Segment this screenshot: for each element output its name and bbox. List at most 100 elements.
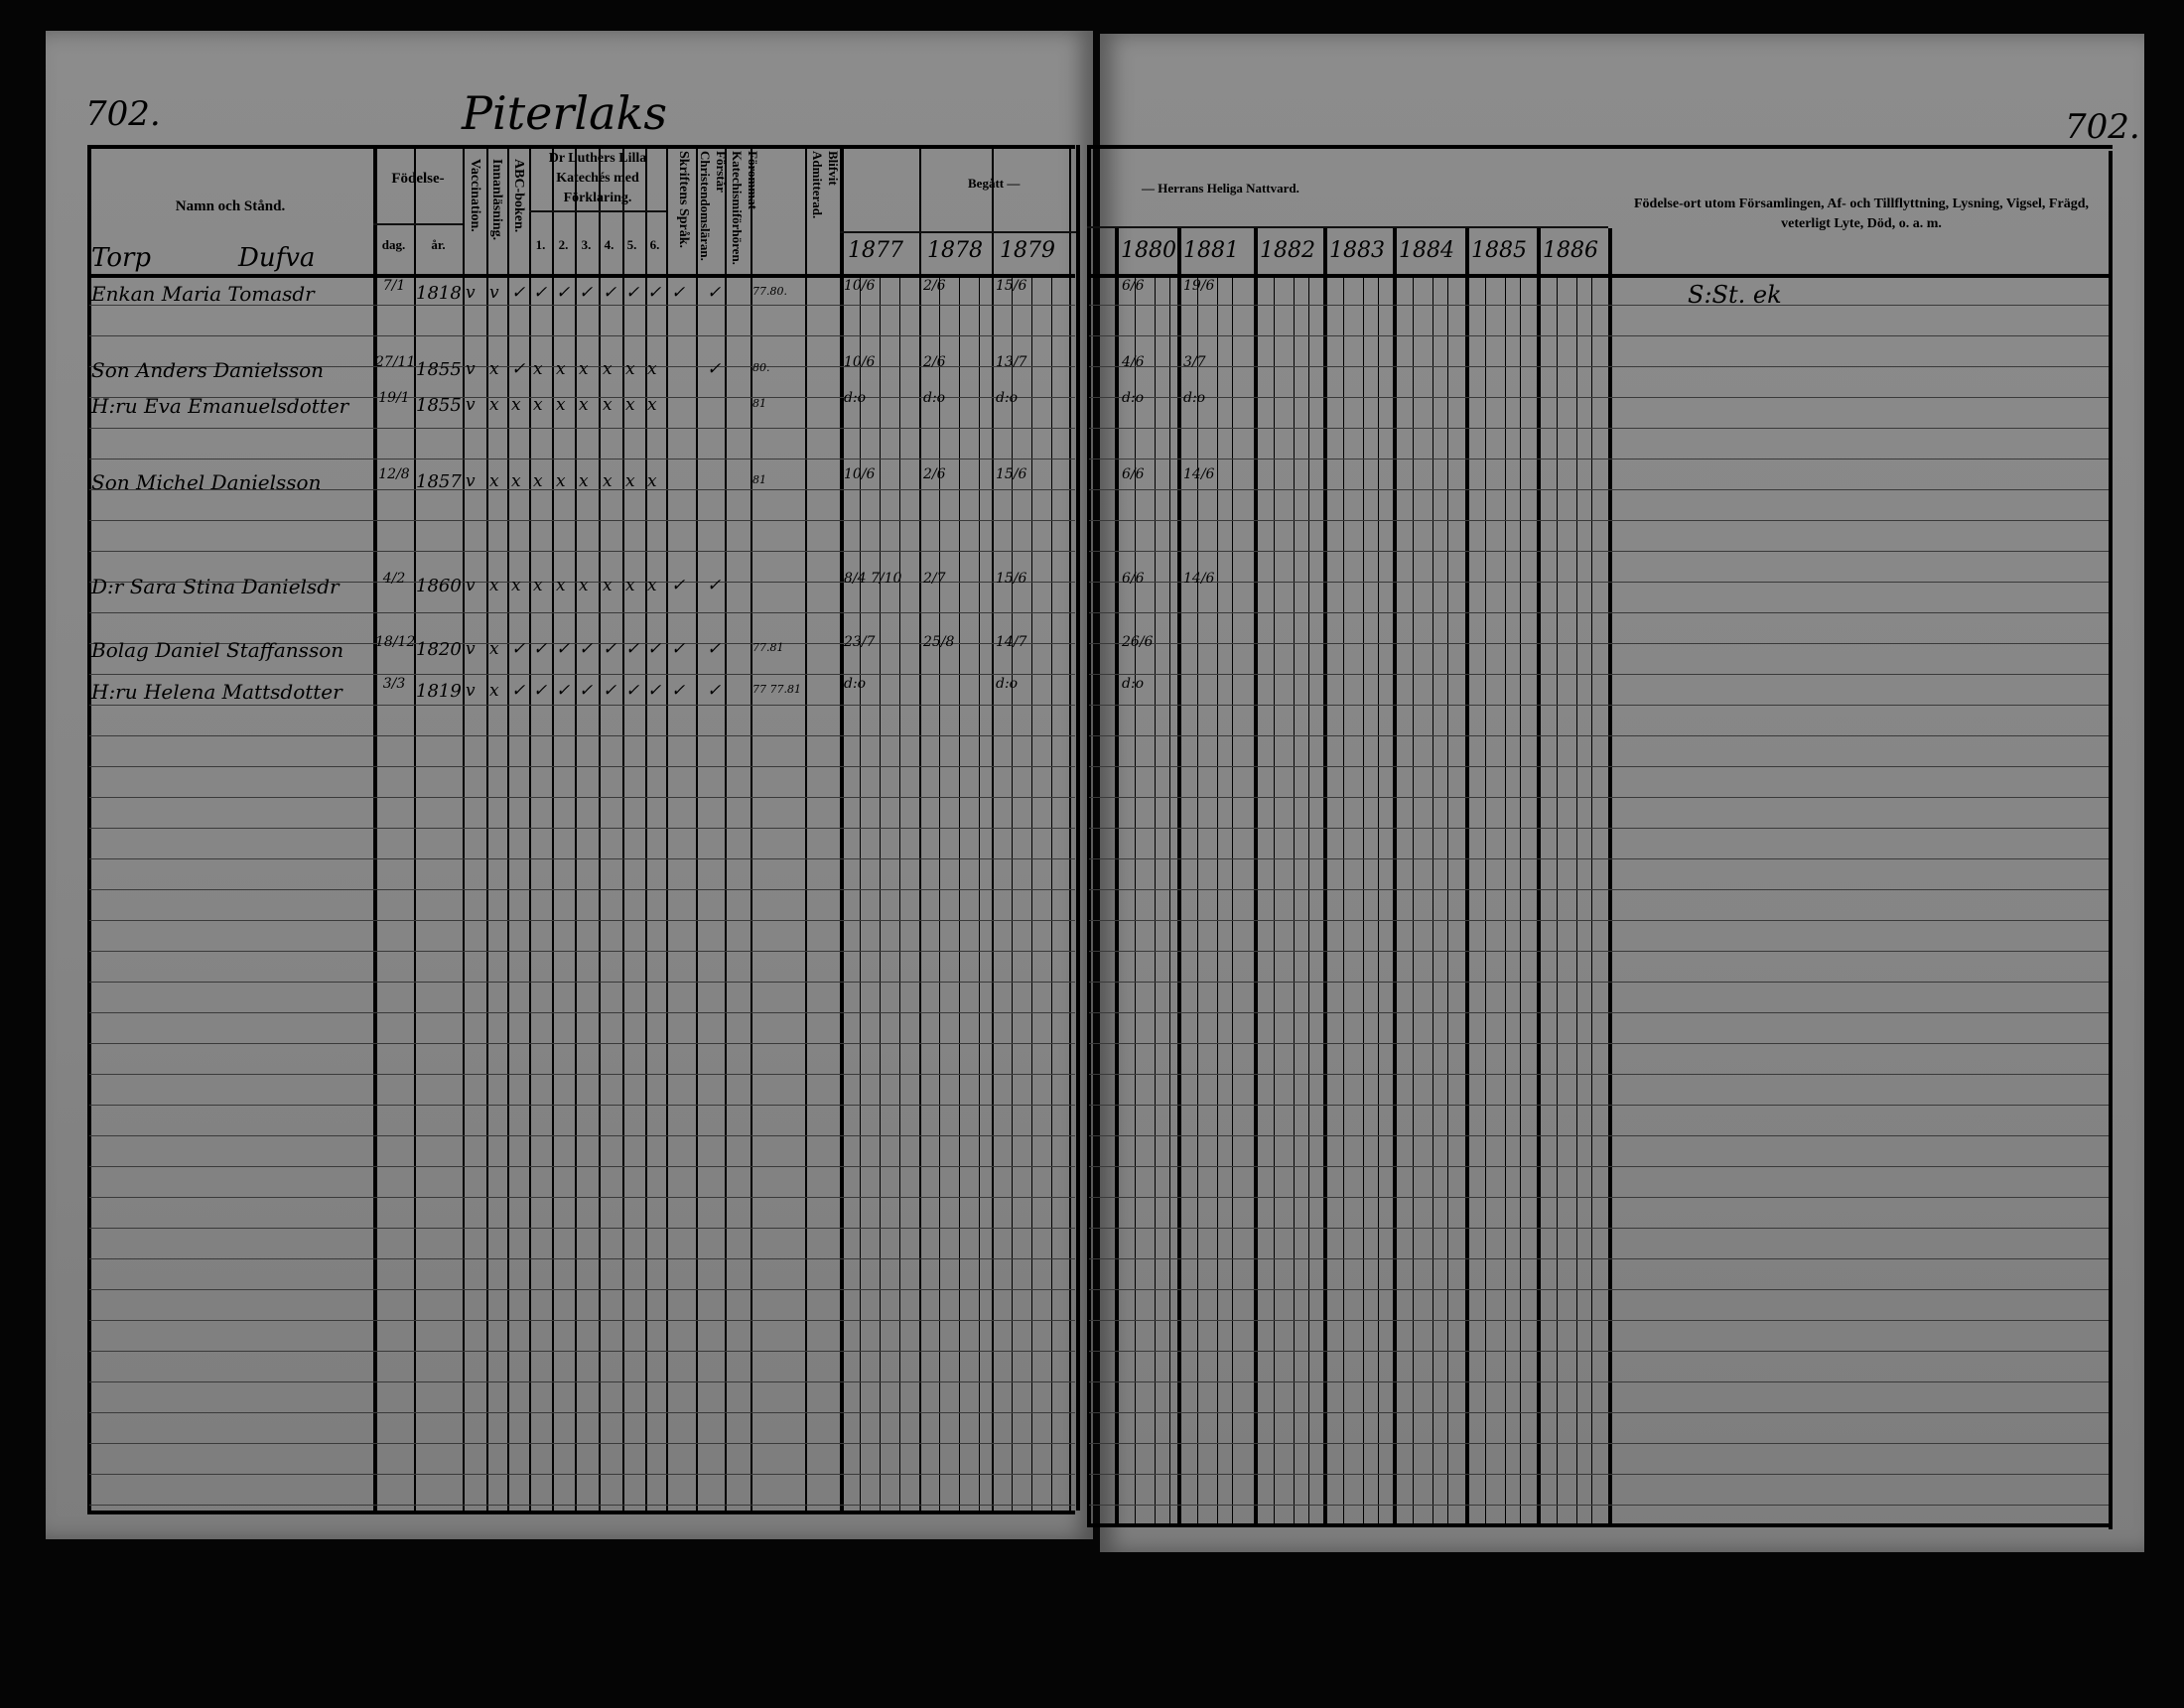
ruled-line <box>89 1043 1075 1044</box>
column-rule <box>1323 228 1327 1523</box>
entry-communion-1877: 10/6 <box>844 278 876 294</box>
entry-mark: ✓ <box>671 639 686 659</box>
entry-communion-1877: 23/7 <box>844 634 876 650</box>
entry-mark: ✓ <box>671 283 686 303</box>
ruled-line <box>1089 551 2109 552</box>
ruled-line <box>1089 397 2109 398</box>
entry-mark: ✓ <box>707 639 722 659</box>
entry-name: Son Anders Danielsson <box>91 358 325 382</box>
column-subrule <box>880 274 881 1511</box>
ruled-line <box>1089 1074 2109 1075</box>
entry-mark: x <box>603 471 613 491</box>
ruled-line <box>89 1012 1075 1013</box>
header-examinations: Förommat Katechismiförhören. <box>730 151 760 265</box>
entry-birth-day: 18/12 <box>375 634 416 650</box>
entry-mark: ✓ <box>707 359 722 379</box>
entry-birth-year: 1819 <box>416 681 462 702</box>
entry-mark: x <box>511 471 521 491</box>
entry-name: H:ru Eva Emanuelsdotter <box>91 394 349 418</box>
ruled-line <box>1089 1012 2109 1013</box>
ruled-line <box>1089 766 2109 767</box>
entry-mark: x <box>625 359 635 379</box>
right-page-number: 702. <box>2065 107 2140 147</box>
ruled-line <box>89 1320 1075 1321</box>
ruled-line <box>89 1258 1075 1259</box>
column-subrule <box>1308 274 1309 1523</box>
entry-communion-1879: d:o <box>996 390 1019 406</box>
entry-mark: ✓ <box>556 681 571 701</box>
column-subrule <box>1051 274 1052 1511</box>
entry-communion-1879: 15/6 <box>996 466 1027 482</box>
entry-mark: x <box>511 395 521 415</box>
entry-communion-1877: 8/4 7/10 <box>844 571 902 587</box>
entry-mark: x <box>556 576 566 595</box>
left-page <box>46 31 1093 1539</box>
entry-mark: ✓ <box>647 283 662 303</box>
gutter-rule <box>1076 145 1080 1511</box>
parish-heading: Piterlaks <box>462 86 667 140</box>
entry-mark: x <box>603 359 613 379</box>
header-birth: Födelse- <box>391 171 445 187</box>
entry-mark: x <box>625 471 635 491</box>
entry-mark: v <box>466 576 476 595</box>
ruled-line <box>1089 335 2109 336</box>
entry-mark: x <box>489 471 499 491</box>
ruled-line <box>1089 1258 2109 1259</box>
ruled-line <box>1089 1351 2109 1352</box>
ruled-line <box>1089 459 2109 460</box>
village-name: Torp <box>91 243 152 273</box>
entry-mark: v <box>466 681 476 701</box>
header-abc: ABC-boken. <box>511 159 526 233</box>
ruled-line <box>1089 1474 2109 1475</box>
year-header-1878: 1878 <box>927 238 983 263</box>
entry-mark: x <box>489 576 499 595</box>
entry-birth-year: 1855 <box>416 359 462 380</box>
entry-mark: x <box>603 576 613 595</box>
column-subrule <box>1217 274 1218 1523</box>
ruled-line <box>1089 1197 2109 1198</box>
ruled-line <box>89 1135 1075 1136</box>
entry-birth-year: 1860 <box>416 576 462 596</box>
ruled-line <box>1089 797 2109 798</box>
ruled-line <box>89 305 1075 306</box>
column-rule <box>1087 145 1091 1523</box>
entry-mark: v <box>466 471 476 491</box>
header-birth-year: år. <box>431 237 446 252</box>
entry-mark: x <box>556 471 566 491</box>
entry-communion-1881: 14/6 <box>1183 571 1215 587</box>
entry-mark: x <box>489 395 499 415</box>
entry-mark: x <box>647 471 657 491</box>
ruled-line <box>1089 1135 2109 1136</box>
entry-mark: ✓ <box>556 283 571 303</box>
entry-birth-year: 1855 <box>416 395 462 416</box>
ruled-line <box>89 951 1075 952</box>
catechism-part-label: 6. <box>649 237 660 252</box>
ruled-line <box>89 366 1075 367</box>
entry-mark: x <box>579 359 589 379</box>
ruled-line <box>1089 1228 2109 1229</box>
entry-communion-1878: 2/7 <box>923 571 946 587</box>
entry-communion-1877: d:o <box>844 390 867 406</box>
entry-mark: x <box>579 576 589 595</box>
ruled-line <box>1089 982 2109 983</box>
entry-communion-1877: 10/6 <box>844 466 876 482</box>
entry-birth-day: 27/11 <box>375 354 416 370</box>
ruled-line <box>89 1289 1075 1290</box>
entry-mark: v <box>466 283 476 303</box>
ruled-line <box>89 612 1075 613</box>
entry-mark: x <box>603 395 613 415</box>
column-rule <box>1115 228 1119 1523</box>
entry-mark: x <box>647 359 657 379</box>
entry-mark: v <box>466 639 476 659</box>
entry-mark: x <box>533 359 543 379</box>
column-subrule <box>1155 274 1156 1523</box>
ruled-line <box>1089 366 2109 367</box>
ruled-line <box>89 982 1075 983</box>
column-subrule <box>1232 274 1233 1523</box>
entry-communion-1880: 6/6 <box>1122 278 1145 294</box>
column-subrule <box>1485 274 1486 1523</box>
entry-exam-years: 81 <box>752 473 766 486</box>
column-subrule <box>1169 274 1170 1523</box>
ruled-line <box>1089 1505 2109 1506</box>
entry-mark: x <box>556 395 566 415</box>
